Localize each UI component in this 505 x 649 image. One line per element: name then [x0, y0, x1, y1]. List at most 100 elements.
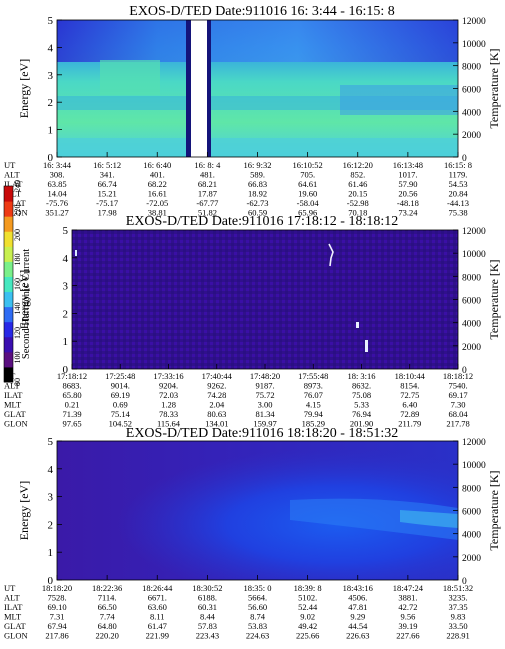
- panel-3-table-cell: 18:51:32: [443, 583, 473, 593]
- panel-3-y-tick-label: 5: [48, 436, 54, 448]
- panel-3-y-tick-label: 3: [48, 492, 54, 504]
- panel-2-table-cell: 8154.: [400, 381, 419, 391]
- panel-3-axes: 0 1 2 3 4 5 Energy [eV] 0 2000 4000 6000 8000 10000 1…: [4, 436, 501, 641]
- panel-2-axes: 0 1 2 3 4 5 Energy [eV] 0 2000 4000 6000 8000 10000 1…: [4, 225, 501, 429]
- panel-2-table-cell: 4.15: [306, 400, 321, 410]
- panel-3: EXOS-D/TED Date:911016 18:18:20 - 18:51:…: [4, 426, 501, 641]
- panel-3-y2-tick-label: 6000: [462, 508, 481, 518]
- panel-2-row-label: MLT: [4, 400, 22, 410]
- panel-2-table-cell: 211.79: [398, 419, 421, 429]
- panel-2-table-cell: 17:48:20: [250, 371, 280, 381]
- panel-3-table-cell: 69.10: [47, 602, 66, 612]
- panel-1-table-cell: 17.98: [98, 208, 117, 218]
- colorbar-tick-label: 100: [13, 352, 22, 364]
- panel-1-table-cell: 54.53: [448, 179, 467, 189]
- panel-3-cyan-tail: [400, 510, 458, 528]
- colorbar-segment: [4, 261, 13, 277]
- panel-3-y2-tick-label: 12000: [462, 438, 486, 448]
- panel-2-table-cell: 81.34: [255, 409, 275, 419]
- panel-1-table-cell: 68.21: [198, 179, 217, 189]
- panel-2-table-cell: 8632.: [352, 381, 371, 391]
- panel-1-row-label: UT: [4, 160, 16, 170]
- panel-1-y-tick-label: 5: [48, 15, 54, 27]
- panel-2-table-cell: 217.78: [446, 419, 469, 429]
- panel-1-table-cell: 16:10:52: [293, 160, 323, 170]
- panel-1-y2-tick-label: 2000: [462, 131, 481, 141]
- panel-1-table-cell: 18.92: [248, 189, 267, 199]
- panel-1-table-cell: 15.21: [98, 189, 117, 199]
- panel-3-table-cell: 7114.: [98, 593, 117, 603]
- colorbar-tick-label: 200: [13, 229, 22, 241]
- panel-2-table-cell: 69.17: [448, 390, 467, 400]
- panel-2-table-cell: 72.89: [400, 409, 419, 419]
- panel-3-table-cell: 18:22:36: [92, 583, 122, 593]
- panel-2-heatmap: [71, 229, 459, 370]
- colorbar-segment: [4, 306, 13, 323]
- panel-1-table-cell: 16: 9:32: [243, 160, 271, 170]
- panel-1-table-cell: 16.61: [148, 189, 167, 199]
- panel-3-table-cell: 18:26:44: [142, 583, 173, 593]
- panel-2-table-cell: 72.75: [400, 390, 419, 400]
- panel-2-y2-axis-label: Temperature [K]: [487, 259, 501, 339]
- panel-1-table-cell: 75.38: [448, 208, 467, 218]
- panel-3-row-label: GLON: [4, 631, 28, 641]
- panel-1-table-cell: -75.17: [96, 198, 118, 208]
- panel-1-heatmap: [56, 19, 459, 158]
- panel-1-y-tick-label: 0: [48, 152, 54, 164]
- panel-1-axes: 0 1 2 3 4 5 Energy [eV] 0 2000 4000 6000 8000 10000 1…: [4, 15, 501, 218]
- panel-2-table-cell: 78.33: [159, 409, 178, 419]
- panel-2-table-cell: 17:40:44: [202, 371, 233, 381]
- panel-3-table-cell: 33.50: [448, 621, 467, 631]
- panel-1-table-cell: 16: 6:40: [143, 160, 171, 170]
- panel-3-table-cell: 18:18:20: [42, 583, 72, 593]
- panel-2-row-label: ILAT: [4, 390, 23, 400]
- panel-2-table-cell: 6.40: [402, 400, 417, 410]
- panel-1-row-label: GLAT: [4, 198, 27, 208]
- panel-2-table-cell: 18:10:44: [395, 371, 426, 381]
- panel-1-row-label: ILAT: [4, 179, 23, 189]
- panel-1-y-tick-label: 4: [48, 42, 54, 54]
- panel-2-table-cell: 0.69: [113, 400, 128, 410]
- panel-2-table-cell: 71.39: [62, 409, 81, 419]
- panel-2-table-cell: 8683.: [62, 381, 81, 391]
- panel-1-table-cell: 341.: [100, 170, 115, 180]
- panel-1-table-cell: 589.: [250, 170, 265, 180]
- panel-2: EXOS-D/TED Date:911016 17:18:12 - 18:18:…: [4, 214, 501, 429]
- panel-3-row-label: ILAT: [4, 602, 23, 612]
- panel-1-table-cell: 65.96: [298, 208, 317, 218]
- colorbar-segment: [4, 246, 13, 262]
- panel-2-table-cell: 0.21: [65, 400, 80, 410]
- colorbar-label: Second Harmonic Current: [21, 249, 32, 359]
- panel-3-table-cell: 56.60: [248, 602, 267, 612]
- panel-2-y2-tick-label: 12000: [462, 227, 486, 237]
- panel-2-y-tick-label: 3: [63, 281, 69, 293]
- panel-2-table-cell: 104.52: [109, 419, 132, 429]
- panel-3-table-cell: 3881.: [398, 593, 417, 603]
- panel-1-table-cell: 73.24: [398, 208, 418, 218]
- panel-1-y-tick-label: 1: [48, 125, 54, 137]
- panel-3-table-cell: 67.94: [47, 621, 67, 631]
- panel-2-emission-feature-4: [75, 250, 77, 256]
- panel-1-table-cell: 68.22: [148, 179, 167, 189]
- panel-3-table-cell: 9.56: [400, 612, 415, 622]
- panel-2-table-cell: 115.64: [157, 419, 181, 429]
- panel-2-table-cell: 2.04: [209, 400, 225, 410]
- panel-1-table-cell: -44.13: [447, 198, 469, 208]
- colorbar-tick-label: 160: [13, 278, 22, 290]
- panel-2-table-cell: 68.04: [448, 409, 468, 419]
- panel-1-table-cell: 57.90: [398, 179, 417, 189]
- panel-1-table-cell: 16:15: 8: [444, 160, 472, 170]
- panel-1-right-patch: [340, 85, 458, 115]
- panel-3-table-cell: 63.60: [148, 602, 167, 612]
- panel-3-table-cell: 52.44: [298, 602, 318, 612]
- panel-3-table-cell: 64.80: [98, 621, 117, 631]
- panel-1-table-cell: 481.: [200, 170, 215, 180]
- panel-3-table-cell: 9.02: [300, 612, 315, 622]
- panel-3-table-cell: 8.74: [250, 612, 266, 622]
- colorbar-segment: [4, 231, 13, 247]
- panel-1-y2-tick-label: 12000: [462, 17, 486, 27]
- panel-3-y2-tick-label: 2000: [462, 554, 481, 564]
- panel-2-table-cell: 7.30: [451, 400, 466, 410]
- panel-3-y-tick-label: 4: [48, 464, 54, 476]
